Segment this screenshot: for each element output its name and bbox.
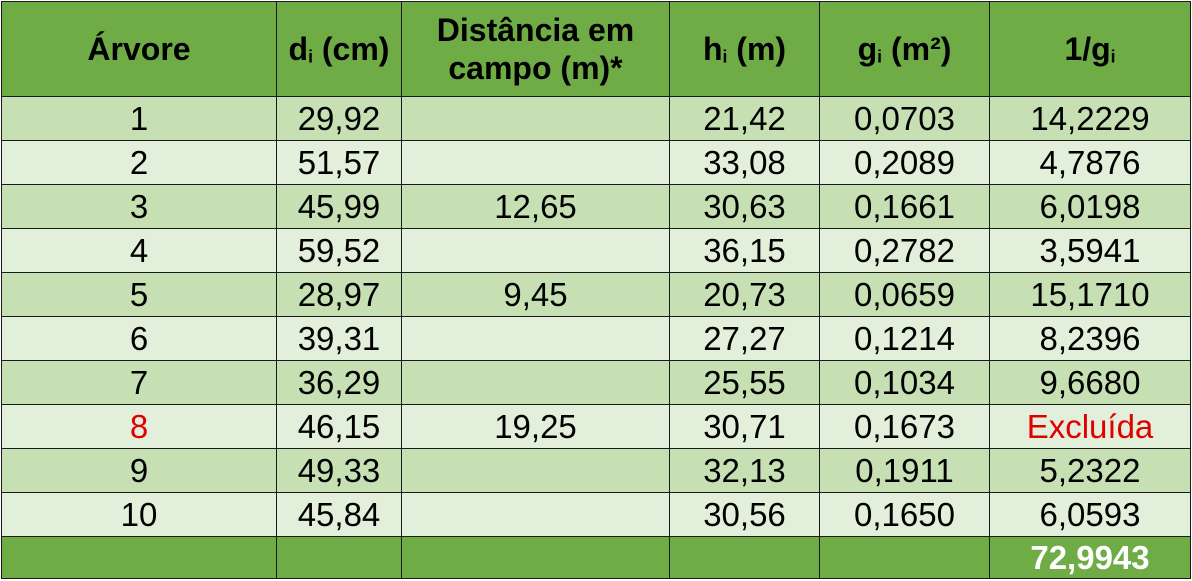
table-row: 8 46,15 19,25 30,71 0,1673 Excluída bbox=[1, 404, 1191, 449]
cell-inverse-basal-area: 5,2322 bbox=[989, 448, 1191, 493]
cell-basal-area: 0,1661 bbox=[819, 184, 990, 229]
cell-basal-area: 0,0703 bbox=[819, 96, 990, 141]
cell-inverse-basal-area: 15,1710 bbox=[989, 272, 1191, 317]
cell-distance bbox=[401, 360, 670, 405]
cell-height: 33,08 bbox=[669, 140, 820, 185]
header-basal-area: gi (m²) bbox=[819, 1, 990, 97]
cell-basal-area: 0,1034 bbox=[819, 360, 990, 405]
cell-diameter: 36,29 bbox=[276, 360, 402, 405]
cell-inverse-basal-area: 8,2396 bbox=[989, 316, 1191, 361]
cell-arvore: 10 bbox=[1, 492, 277, 537]
cell-diameter: 49,33 bbox=[276, 448, 402, 493]
cell-arvore: 7 bbox=[1, 360, 277, 405]
header-arvore: Árvore bbox=[1, 1, 277, 97]
table-row: 5 28,97 9,45 20,73 0,0659 15,1710 bbox=[1, 272, 1191, 317]
cell-diameter: 28,97 bbox=[276, 272, 402, 317]
cell-diameter: 46,15 bbox=[276, 404, 402, 449]
header-diameter: di (cm) bbox=[276, 1, 402, 97]
cell-height: 27,27 bbox=[669, 316, 820, 361]
cell-inverse-basal-area: 14,2229 bbox=[989, 96, 1191, 141]
cell-basal-area: 0,0659 bbox=[819, 272, 990, 317]
cell-inverse-basal-area: 6,0198 bbox=[989, 184, 1191, 229]
cell-height: 36,15 bbox=[669, 228, 820, 273]
cell-inverse-basal-area: 9,6680 bbox=[989, 360, 1191, 405]
cell-inverse-basal-area: Excluída bbox=[989, 404, 1191, 449]
cell-arvore: 2 bbox=[1, 140, 277, 185]
cell-diameter: 45,84 bbox=[276, 492, 402, 537]
cell-inverse-basal-area: 4,7876 bbox=[989, 140, 1191, 185]
cell-height: 20,73 bbox=[669, 272, 820, 317]
cell-basal-area: 0,2089 bbox=[819, 140, 990, 185]
cell-arvore: 9 bbox=[1, 448, 277, 493]
cell-arvore: 1 bbox=[1, 96, 277, 141]
cell-basal-area: 0,1673 bbox=[819, 404, 990, 449]
cell-inverse-basal-area: 3,5941 bbox=[989, 228, 1191, 273]
cell-distance bbox=[401, 140, 670, 185]
cell-basal-area: 0,1911 bbox=[819, 448, 990, 493]
cell-height: 30,56 bbox=[669, 492, 820, 537]
total-empty-cell bbox=[819, 536, 990, 579]
cell-arvore: 8 bbox=[1, 404, 277, 449]
table-row: 9 49,33 32,13 0,1911 5,2322 bbox=[1, 448, 1191, 493]
cell-height: 32,13 bbox=[669, 448, 820, 493]
cell-arvore: 6 bbox=[1, 316, 277, 361]
cell-inverse-basal-area: 6,0593 bbox=[989, 492, 1191, 537]
header-height: hi (m) bbox=[669, 1, 820, 97]
table-row: 6 39,31 27,27 0,1214 8,2396 bbox=[1, 316, 1191, 361]
cell-arvore: 4 bbox=[1, 228, 277, 273]
total-empty-cell bbox=[669, 536, 820, 579]
total-value: 72,9943 bbox=[989, 536, 1191, 579]
cell-distance: 9,45 bbox=[401, 272, 670, 317]
header-inverse-basal-area: 1/gi bbox=[989, 1, 1191, 97]
table-row: 2 51,57 33,08 0,2089 4,7876 bbox=[1, 140, 1191, 185]
header-distance: Distância em campo (m)* bbox=[401, 1, 670, 97]
cell-height: 25,55 bbox=[669, 360, 820, 405]
table-row: 3 45,99 12,65 30,63 0,1661 6,0198 bbox=[1, 184, 1191, 229]
cell-arvore: 3 bbox=[1, 184, 277, 229]
total-empty-cell bbox=[401, 536, 670, 579]
header-row: Árvore di (cm) Distância em campo (m)* h… bbox=[1, 1, 1191, 97]
cell-distance: 12,65 bbox=[401, 184, 670, 229]
cell-basal-area: 0,2782 bbox=[819, 228, 990, 273]
cell-distance bbox=[401, 96, 670, 141]
cell-distance bbox=[401, 316, 670, 361]
cell-diameter: 29,92 bbox=[276, 96, 402, 141]
table-row: 1 29,92 21,42 0,0703 14,2229 bbox=[1, 96, 1191, 141]
cell-distance: 19,25 bbox=[401, 404, 670, 449]
table-row: 7 36,29 25,55 0,1034 9,6680 bbox=[1, 360, 1191, 405]
cell-distance bbox=[401, 228, 670, 273]
table-row: 10 45,84 30,56 0,1650 6,0593 bbox=[1, 492, 1191, 537]
cell-height: 30,63 bbox=[669, 184, 820, 229]
cell-basal-area: 0,1650 bbox=[819, 492, 990, 537]
total-row: 72,9943 bbox=[1, 536, 1191, 579]
table-row: 4 59,52 36,15 0,2782 3,5941 bbox=[1, 228, 1191, 273]
cell-distance bbox=[401, 492, 670, 537]
cell-height: 21,42 bbox=[669, 96, 820, 141]
table-body: 1 29,92 21,42 0,0703 14,2229 2 51,57 33,08 0,208… bbox=[1, 96, 1191, 537]
cell-diameter: 45,99 bbox=[276, 184, 402, 229]
cell-diameter: 59,52 bbox=[276, 228, 402, 273]
total-empty-cell bbox=[276, 536, 402, 579]
cell-height: 30,71 bbox=[669, 404, 820, 449]
cell-basal-area: 0,1214 bbox=[819, 316, 990, 361]
cell-distance bbox=[401, 448, 670, 493]
cell-arvore: 5 bbox=[1, 272, 277, 317]
total-empty-cell bbox=[1, 536, 277, 579]
cell-diameter: 39,31 bbox=[276, 316, 402, 361]
cell-diameter: 51,57 bbox=[276, 140, 402, 185]
